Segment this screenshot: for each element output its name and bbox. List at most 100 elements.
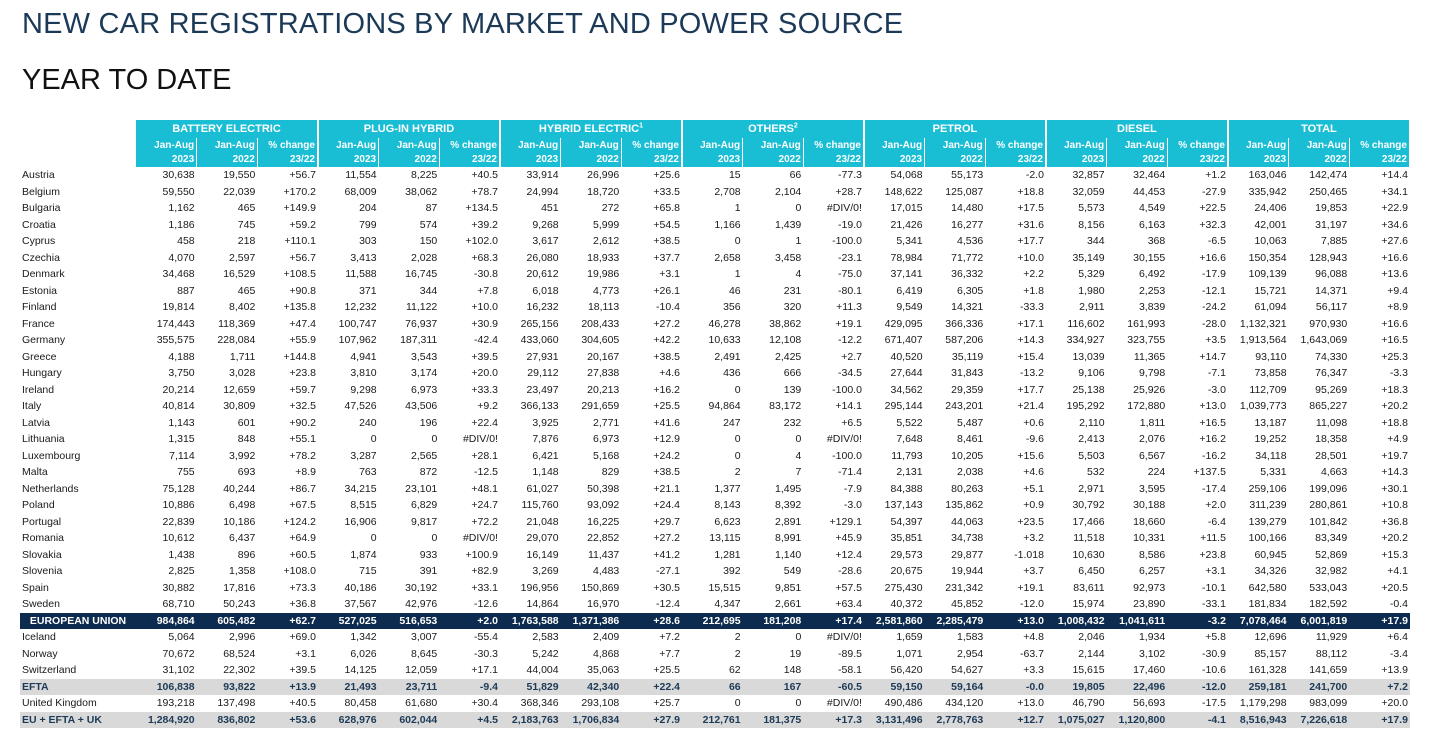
table-cell: 52,869: [1315, 548, 1348, 561]
year-label: 2023: [1227, 152, 1290, 167]
table-cell: 125,087: [945, 185, 984, 198]
table-cell: +67.5: [289, 499, 316, 512]
table-cell: 26,996: [587, 169, 620, 182]
table-cell: 3,007: [411, 631, 438, 644]
table-cell: +16.6: [1381, 251, 1408, 264]
table-cell: +28.7: [835, 185, 862, 198]
table-cell: 0: [795, 202, 802, 215]
table-cell: 182,592: [1309, 598, 1348, 611]
table-cell: 0: [795, 631, 802, 644]
table-cell: 96,088: [1315, 268, 1348, 281]
table-cell: 247: [723, 416, 741, 429]
table-cell: -24.2: [1201, 301, 1226, 314]
table-cell: 1,913,564: [1239, 334, 1287, 347]
year-label: 2022: [742, 152, 804, 167]
table-cell: 10,186: [223, 515, 256, 528]
table-cell: 47,526: [344, 400, 377, 413]
table-cell: 74,330: [1315, 350, 1348, 363]
table-cell: 19,252: [1254, 433, 1287, 446]
table-cell: -28.6: [838, 565, 862, 578]
group-header: OTHERS2: [681, 120, 865, 138]
table-cell: 30,638: [162, 169, 195, 182]
table-cell: 29,877: [951, 548, 984, 561]
table-cell: +21.4: [1017, 400, 1044, 413]
table-cell: 196,956: [520, 581, 559, 594]
table-cell: 4,549: [1138, 202, 1166, 215]
table-cell: +108.5: [283, 268, 316, 281]
table-cell: +60.5: [289, 548, 316, 561]
table-cell: +18.8: [1017, 185, 1044, 198]
table-cell: +28.6: [621, 612, 682, 629]
group-label: HYBRID ELECTRIC: [538, 123, 640, 135]
table-cell: 20,675: [890, 565, 923, 578]
table-cell: 2,581,860: [863, 612, 925, 629]
table-cell: 344: [419, 284, 438, 297]
table-cell: 4: [795, 268, 802, 281]
table-cell: 1,811: [1139, 416, 1166, 429]
footnote-marker: 1: [639, 122, 644, 130]
table-cell: 0: [795, 433, 802, 446]
market-name: Spain: [22, 581, 49, 594]
table-cell: 80,458: [344, 697, 377, 710]
table-cell: -12.4: [656, 598, 680, 611]
table-cell: 848: [237, 433, 256, 446]
table-cell: 2,076: [1138, 433, 1166, 446]
table-cell: 605,482: [196, 612, 258, 629]
table-cell: 1,166: [714, 218, 741, 231]
table-cell: 46,278: [708, 317, 741, 330]
table-cell: 5,999: [593, 218, 620, 231]
table-cell: 30,809: [223, 400, 256, 413]
table-cell: -30.8: [474, 268, 498, 281]
table-cell: +170.2: [283, 185, 316, 198]
table-cell: +32.5: [289, 400, 316, 413]
table-cell: 20,214: [162, 383, 195, 396]
table-cell: +63.4: [835, 598, 862, 611]
table-cell: 356: [723, 301, 741, 314]
table-cell: 55,173: [951, 169, 984, 182]
table-cell: 1,143: [168, 416, 195, 429]
table-cell: 30,192: [405, 581, 438, 594]
market-name: Sweden: [22, 598, 60, 611]
table-cell: 19,550: [223, 169, 256, 182]
table-cell: 11,793: [891, 449, 923, 462]
total-row: EUROPEAN UNION 984,864 605,482 +62.7 527,025…: [20, 612, 1410, 629]
table-cell: 75,128: [162, 482, 195, 495]
table-cell: #DIV/0!: [826, 202, 862, 215]
table-cell: 15: [728, 169, 741, 182]
table-cell: 434,120: [945, 697, 984, 710]
group-label: OTHERS: [748, 123, 794, 135]
table-cell: 34,215: [344, 482, 377, 495]
table-cell: 241,700: [1288, 678, 1350, 695]
table-cell: -16.2: [1201, 449, 1226, 462]
table-cell: 87: [425, 202, 438, 215]
table-cell: 118,369: [218, 317, 256, 330]
table-cell: +17.1: [471, 664, 498, 677]
table-cell: 5,064: [168, 631, 195, 644]
table-cell: 19,853: [1315, 202, 1348, 215]
table-cell: 745: [237, 218, 256, 231]
table-cell: +16.6: [1199, 251, 1226, 264]
table-cell: +26.1: [653, 284, 680, 297]
table-cell: -17.9: [1201, 268, 1226, 281]
table-cell: 208,433: [581, 317, 620, 330]
table-cell: 10,630: [1072, 548, 1105, 561]
table-cell: 6,623: [714, 515, 741, 528]
table-cell: 18,358: [1315, 433, 1348, 446]
page-subtitle: YEAR TO DATE: [22, 64, 232, 96]
table-cell: 141,659: [1309, 664, 1348, 677]
table-cell: 366,133: [520, 400, 559, 413]
table-cell: +90.2: [289, 416, 316, 429]
table-cell: 4,773: [593, 284, 620, 297]
table-cell: 24,994: [526, 185, 559, 198]
table-cell: +42.2: [653, 334, 680, 347]
table-cell: 6,498: [229, 499, 256, 512]
table-cell: 14,125: [344, 664, 377, 677]
table-cell: 15,721: [1254, 284, 1287, 297]
table-cell: 2,597: [229, 251, 256, 264]
table-cell: -100.0: [832, 235, 862, 248]
table-cell: +33.5: [653, 185, 680, 198]
table-row: Austria 30,638 19,550 +56.7 11,554 8,225 +40.5…: [20, 167, 1410, 184]
table-cell: 32,857: [1072, 169, 1105, 182]
table-cell: 60,945: [1254, 548, 1287, 561]
table-row: Slovenia 2,825 1,358 +108.0 715 391 +82.9 3,269…: [20, 563, 1410, 580]
